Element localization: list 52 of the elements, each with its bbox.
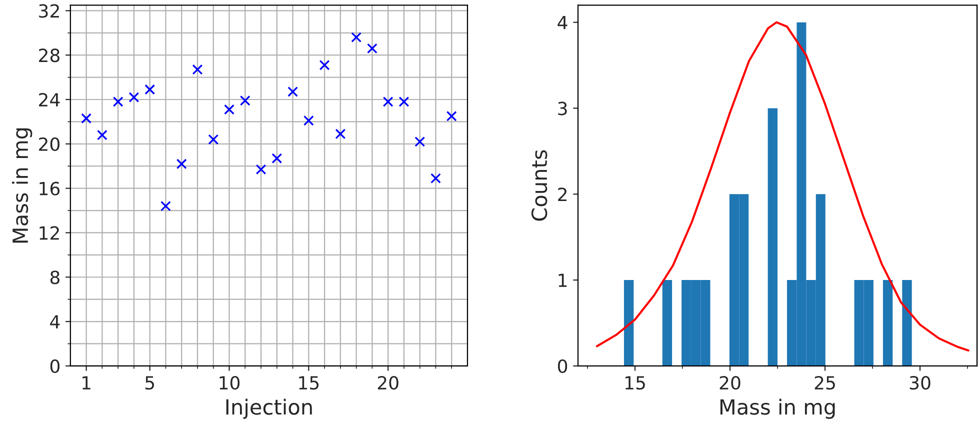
- point: [192, 64, 203, 75]
- point: [240, 95, 250, 106]
- point: [128, 92, 140, 103]
- x-axis-title: Mass in mg: [720, 398, 835, 419]
- y-tick-label: 32: [39, 4, 59, 18]
- x-tick-label: 15: [625, 376, 645, 390]
- point: [430, 173, 441, 184]
- x-tick-label: 30: [910, 376, 930, 390]
- y-tick-label: 0: [558, 359, 568, 374]
- point: [176, 158, 187, 170]
- point: [224, 104, 234, 115]
- y-tick-label: 16: [40, 182, 60, 196]
- y-tick-label: 4: [50, 315, 60, 328]
- point: [382, 96, 394, 107]
- point: [144, 84, 156, 95]
- point: [81, 113, 92, 124]
- y-tick-label: 3: [558, 102, 567, 116]
- x-tick-label: 5: [145, 376, 154, 390]
- point: [335, 128, 346, 140]
- point: [96, 130, 108, 140]
- point: [112, 96, 124, 107]
- y-tick-label: 20: [39, 137, 60, 152]
- y-tick-label: 1: [558, 274, 567, 287]
- y-tick-label: 12: [40, 226, 59, 240]
- y-tick-label: 8: [50, 270, 60, 284]
- x-tick-label: 10: [220, 376, 240, 390]
- point: [319, 60, 330, 70]
- point: [398, 96, 410, 107]
- x-tick-label: 20: [720, 376, 740, 390]
- y-tick-label: 24: [39, 92, 60, 106]
- point: [208, 134, 219, 145]
- point: [351, 32, 362, 43]
- y-tick-label: 28: [39, 48, 60, 62]
- point: [366, 43, 378, 54]
- y-tick-label: 4: [558, 16, 568, 30]
- point: [446, 110, 457, 122]
- y-axis-title: Counts: [531, 150, 548, 221]
- x-axis-title: Injection: [226, 398, 312, 419]
- point: [414, 136, 426, 147]
- point: [303, 115, 314, 126]
- x-tick-label: 1: [82, 376, 90, 390]
- point: [272, 153, 282, 164]
- point: [288, 86, 298, 97]
- x-tick-label: 20: [378, 376, 398, 390]
- point: [256, 164, 266, 175]
- line-series: [596, 21, 970, 352]
- y-axis-title: Mass in mg: [12, 128, 32, 243]
- x-tick-label: 15: [299, 376, 319, 390]
- y-tick-label: 0: [50, 359, 60, 374]
- y-tick-label: 2: [558, 188, 566, 201]
- point: [160, 200, 171, 212]
- x-tick-label: 25: [814, 376, 835, 390]
